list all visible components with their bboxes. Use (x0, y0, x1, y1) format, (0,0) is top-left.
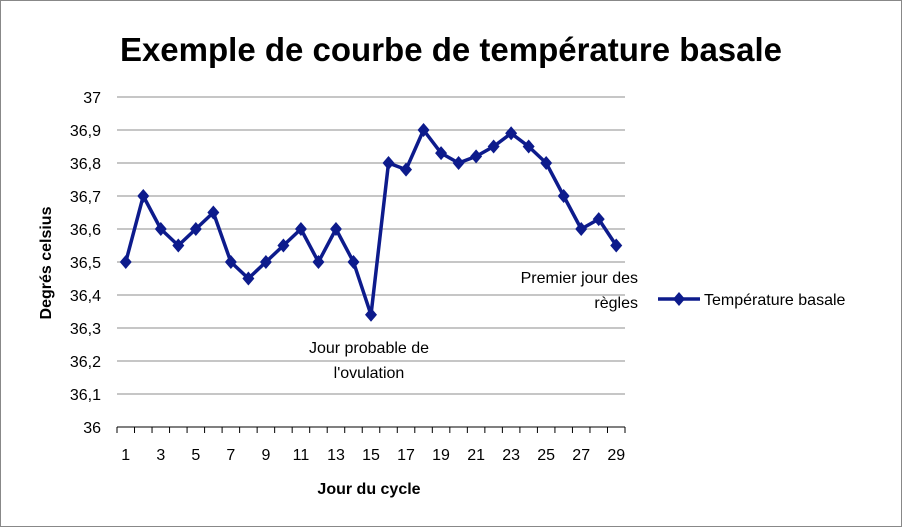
series-line (124, 128, 618, 317)
y-axis-title: Degrés celsius (38, 206, 55, 319)
data-point-marker (154, 222, 167, 236)
x-tick-label: 13 (327, 447, 345, 464)
x-tick-label: 5 (191, 447, 200, 464)
data-point-marker (259, 255, 272, 269)
legend-label: Température basale (704, 292, 846, 309)
data-point-marker (452, 156, 465, 170)
x-tick-label: 29 (607, 447, 625, 464)
data-point-marker (435, 146, 448, 161)
data-point-marker (505, 126, 518, 141)
x-tick-label: 1 (121, 447, 130, 464)
data-point-marker (365, 307, 377, 322)
y-tick-label: 36,9 (70, 123, 101, 140)
data-point-marker (487, 139, 500, 154)
annotation-ovulation-line1: Jour probable de (309, 340, 429, 357)
data-point-marker (592, 212, 605, 227)
x-tick-labels: 1 3 5 7 9 11 13 15 17 19 21 23 25 27 29 (121, 447, 625, 464)
y-tick-label: 36,8 (70, 156, 101, 173)
y-tick-label: 37 (83, 90, 101, 107)
data-point-marker (382, 156, 395, 170)
data-point-marker (417, 123, 430, 137)
x-tick-label: 3 (156, 447, 165, 464)
y-tick-label: 36,7 (70, 189, 101, 206)
legend-diamond-marker (673, 292, 685, 306)
x-tick-label: 7 (226, 447, 235, 464)
y-tick-label: 36,4 (70, 288, 101, 305)
series-temperature (119, 123, 623, 322)
x-tick-label: 21 (467, 447, 485, 464)
data-point-marker (347, 255, 360, 269)
y-tick-label: 36,1 (70, 387, 101, 404)
annotation-regles-line1: Premier jour des (521, 270, 638, 287)
data-point-marker (312, 255, 325, 269)
legend: Température basale (658, 292, 846, 309)
data-point-marker (400, 162, 413, 177)
data-point-marker (137, 189, 150, 203)
data-point-marker (522, 139, 535, 154)
y-tick-label: 36,3 (70, 321, 101, 338)
x-tick-label: 17 (397, 447, 415, 464)
y-tick-labels: 36 36,1 36,2 36,3 36,4 36,5 36,6 36,7 36,8 36,9 37 (70, 90, 101, 437)
data-point-marker (172, 238, 185, 253)
x-axis-title: Jour du cycle (317, 481, 420, 498)
data-point-marker (207, 205, 220, 220)
data-point-marker (470, 149, 483, 164)
data-point-marker (610, 238, 623, 253)
data-point-marker (277, 238, 290, 253)
data-point-marker (557, 189, 570, 203)
x-tick-label: 19 (432, 447, 450, 464)
x-tick-label: 25 (537, 447, 555, 464)
data-point-marker (294, 222, 307, 236)
x-tick-marks (116, 427, 626, 433)
data-point-marker (575, 222, 588, 236)
data-point-marker (242, 271, 255, 286)
data-point-marker (119, 255, 132, 269)
data-point-marker (224, 255, 237, 269)
data-point-marker (329, 222, 342, 236)
annotation-regles-line2: règles (594, 295, 638, 312)
y-tick-label: 36,6 (70, 222, 101, 239)
annotation-ovulation-line2: l'ovulation (334, 365, 405, 382)
x-tick-label: 11 (293, 447, 310, 464)
x-tick-label: 23 (502, 447, 520, 464)
x-tick-label: 15 (362, 447, 380, 464)
x-tick-label: 27 (572, 447, 590, 464)
y-tick-label: 36,5 (70, 255, 101, 272)
x-tick-label: 9 (261, 447, 270, 464)
chart-title: Exemple de courbe de température basale (120, 31, 782, 68)
data-point-marker (189, 222, 202, 236)
data-point-marker (540, 156, 553, 170)
y-tick-label: 36 (83, 420, 101, 437)
y-tick-label: 36,2 (70, 354, 101, 371)
